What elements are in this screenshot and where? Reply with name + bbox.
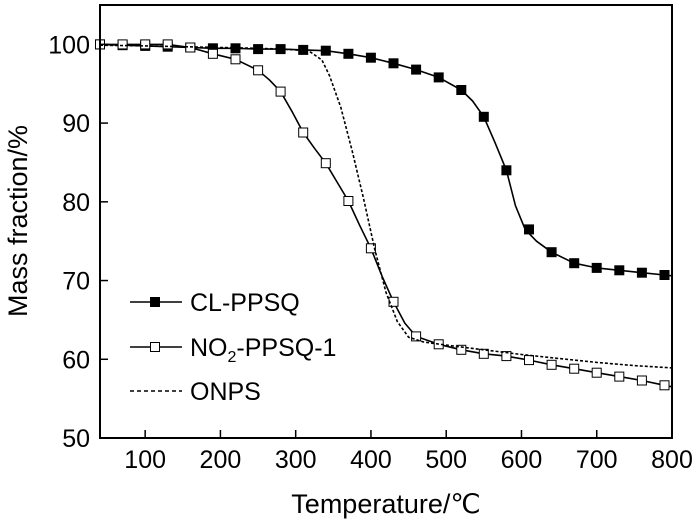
y-tick-label-60: 60 <box>62 346 90 374</box>
point-cl-ppsq-370 <box>343 48 354 59</box>
x-tick-label-500: 500 <box>425 446 467 474</box>
x-tick-label-300: 300 <box>275 446 317 474</box>
legend: CL-PPSQ NO2-PPSQ-1 ONPS <box>130 289 336 406</box>
point-cl-ppsq-670 <box>569 258 580 269</box>
point-cl-ppsq-460 <box>411 64 422 75</box>
point-no2-ppsq-1-340 <box>320 158 331 169</box>
x-tick-label-400: 400 <box>350 446 392 474</box>
legend-label-no2-main: NO <box>190 334 228 362</box>
y-tick-label-70: 70 <box>62 268 90 296</box>
point-cl-ppsq-340 <box>320 45 331 56</box>
x-tick-label-600: 600 <box>501 446 543 474</box>
point-cl-ppsq-730 <box>614 265 625 276</box>
point-no2-ppsq-1-280 <box>275 86 286 97</box>
legend-marker-no2-ppsq-1 <box>150 342 160 352</box>
point-no2-ppsq-1-460 <box>411 331 422 342</box>
point-no2-ppsq-1-70 <box>117 39 128 50</box>
point-no2-ppsq-1-520 <box>456 344 467 355</box>
x-axis-title: Temperature/℃ <box>291 489 480 519</box>
point-no2-ppsq-1-250 <box>253 65 264 76</box>
point-cl-ppsq-610 <box>524 224 534 235</box>
y-tick-label-100: 100 <box>48 31 90 59</box>
tick-labels-layer: 100 200 300 400 500 600 700 800 50 60 70 80 90 100 <box>48 31 693 474</box>
point-no2-ppsq-1-670 <box>569 363 580 374</box>
y-tick-label-50: 50 <box>62 425 90 453</box>
point-cl-ppsq-760 <box>636 267 647 278</box>
point-cl-ppsq-700 <box>591 262 602 273</box>
point-no2-ppsq-1-370 <box>343 196 354 206</box>
legend-marker-cl-ppsq <box>150 297 160 307</box>
plot-frame <box>99 4 673 439</box>
legend-label-onps: ONPS <box>190 378 261 406</box>
legend-label-cl-ppsq: CL-PPSQ <box>190 289 300 317</box>
point-cl-ppsq-490 <box>433 72 444 83</box>
point-no2-ppsq-1-580 <box>501 351 512 362</box>
legend-label-no2-subscript: 2 <box>228 349 237 366</box>
point-no2-ppsq-1-610 <box>524 355 534 366</box>
x-tick-label-200: 200 <box>200 446 242 474</box>
point-no2-ppsq-1-190 <box>207 48 218 59</box>
point-cl-ppsq-520 <box>456 85 467 95</box>
point-no2-ppsq-1-550 <box>478 348 489 359</box>
point-no2-ppsq-1-730 <box>614 371 625 382</box>
legend-label-no2-tail: -PPSQ-1 <box>236 334 336 362</box>
series-line-onps <box>99 44 673 369</box>
point-cl-ppsq-550 <box>478 111 489 122</box>
point-no2-ppsq-1-400 <box>365 243 376 254</box>
point-no2-ppsq-1-700 <box>591 367 602 378</box>
ticks-layer <box>100 43 673 439</box>
point-cl-ppsq-310 <box>298 44 309 55</box>
point-cl-ppsq-430 <box>388 58 399 69</box>
legend-label-no2-ppsq-1: NO2-PPSQ-1 <box>190 334 336 366</box>
x-tick-label-700: 700 <box>576 446 618 474</box>
point-no2-ppsq-1-220 <box>230 54 241 65</box>
series-layer <box>95 39 673 391</box>
point-cl-ppsq-400 <box>365 52 376 63</box>
point-cl-ppsq-640 <box>546 247 557 258</box>
point-no2-ppsq-1-790 <box>659 380 670 391</box>
point-cl-ppsq-790 <box>659 270 670 280</box>
x-tick-label-800: 800 <box>651 446 693 474</box>
series-line-cl-ppsq <box>99 43 673 277</box>
y-axis-title: Mass fraction/% <box>3 125 33 317</box>
series-line-no2-ppsq-1 <box>100 43 673 388</box>
point-no2-ppsq-1-130 <box>162 39 173 50</box>
point-no2-ppsq-1-100 <box>140 39 151 50</box>
y-tick-label-80: 80 <box>62 189 90 217</box>
point-cl-ppsq-580 <box>501 165 512 176</box>
point-no2-ppsq-1-310 <box>298 127 309 138</box>
point-no2-ppsq-1-640 <box>546 359 557 370</box>
point-no2-ppsq-1-760 <box>636 375 647 386</box>
x-tick-label-100: 100 <box>124 446 166 474</box>
y-tick-label-90: 90 <box>62 110 90 138</box>
